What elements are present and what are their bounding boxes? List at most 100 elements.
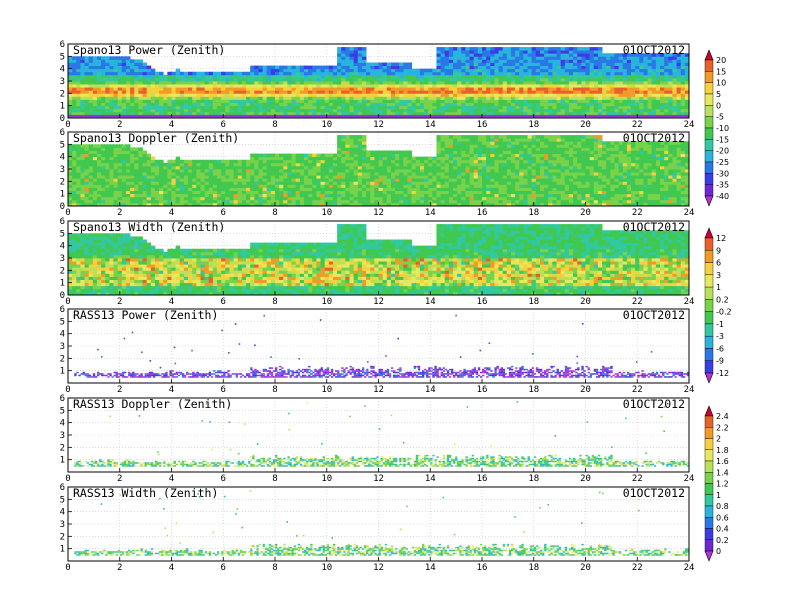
- heatmap-cell: [213, 72, 218, 75]
- heatmap-cell: [341, 200, 346, 203]
- heatmap-cell: [428, 184, 433, 187]
- heatmap-cell: [490, 169, 495, 172]
- heatmap-cell: [528, 56, 533, 59]
- heatmap-cell: [478, 84, 483, 87]
- heatmap-cell: [515, 81, 520, 84]
- heatmap-cell: [126, 166, 131, 169]
- heatmap-cell: [540, 84, 545, 87]
- heatmap-cell: [126, 59, 131, 62]
- heatmap-cell: [598, 53, 603, 56]
- heatmap-cell: [519, 75, 524, 78]
- heatmap-cell: [507, 81, 512, 84]
- heatmap-cell: [370, 63, 375, 66]
- heatmap-cell: [407, 87, 412, 90]
- heatmap-cell: [416, 184, 421, 187]
- y-tick-label: 5: [60, 52, 65, 62]
- heatmap-cell: [383, 172, 388, 175]
- heatmap-cell: [192, 109, 197, 112]
- heatmap-cell: [114, 184, 119, 187]
- heatmap-cell: [238, 103, 243, 106]
- heatmap-cell: [242, 169, 247, 172]
- heatmap-cell: [457, 172, 462, 175]
- heatmap-cell: [85, 194, 90, 197]
- heatmap-cell: [499, 96, 504, 99]
- heatmap-cell: [271, 191, 276, 194]
- heatmap-cell: [271, 81, 276, 84]
- heatmap-cell: [151, 184, 156, 187]
- heatmap-cell: [213, 188, 218, 191]
- heatmap-cell: [93, 112, 98, 115]
- heatmap-cell: [93, 84, 98, 87]
- heatmap-cell: [159, 72, 164, 75]
- heatmap-cell: [304, 160, 309, 163]
- heatmap-cell: [470, 175, 475, 178]
- heatmap-cell: [552, 106, 557, 109]
- heatmap-cell: [457, 53, 462, 56]
- heatmap-cell: [333, 84, 338, 87]
- heatmap-cell: [519, 72, 524, 75]
- heatmap-cell: [627, 69, 632, 72]
- x-tick-label: 22: [632, 120, 643, 130]
- heatmap-cell: [350, 50, 355, 53]
- heatmap-cell: [167, 109, 172, 112]
- heatmap-cell: [656, 90, 661, 93]
- heatmap-cell: [606, 66, 611, 69]
- heatmap-cell: [292, 166, 297, 169]
- heatmap-cell: [354, 147, 359, 150]
- heatmap-cell: [474, 172, 479, 175]
- heatmap-cell: [490, 178, 495, 181]
- heatmap-cell: [656, 93, 661, 96]
- heatmap-cell: [205, 100, 210, 103]
- heatmap-cell: [631, 66, 636, 69]
- heatmap-cell: [366, 151, 371, 154]
- heatmap-cell: [660, 66, 665, 69]
- heatmap-cell: [677, 112, 682, 115]
- heatmap-cell: [445, 200, 450, 203]
- heatmap-cell: [457, 200, 462, 203]
- heatmap-cell: [461, 191, 466, 194]
- heatmap-cell: [296, 75, 301, 78]
- heatmap-cell: [474, 47, 479, 50]
- heatmap-cell: [72, 63, 77, 66]
- heatmap-cell: [453, 194, 458, 197]
- heatmap-cell: [511, 106, 516, 109]
- heatmap-cell: [569, 47, 574, 50]
- heatmap-cell: [441, 100, 446, 103]
- heatmap-cell: [172, 93, 177, 96]
- heatmap-cell: [494, 93, 499, 96]
- heatmap-cell: [283, 81, 288, 84]
- heatmap-cell: [532, 84, 537, 87]
- heatmap-cell: [461, 188, 466, 191]
- heatmap-cell: [333, 194, 338, 197]
- heatmap-cell: [192, 169, 197, 172]
- heatmap-cell: [457, 100, 462, 103]
- heatmap-cell: [623, 103, 628, 106]
- heatmap-cell: [254, 100, 259, 103]
- heatmap-cell: [395, 151, 400, 154]
- heatmap-cell: [143, 84, 148, 87]
- heatmap-cell: [383, 194, 388, 197]
- heatmap-cell: [105, 112, 110, 115]
- heatmap-cell: [532, 87, 537, 90]
- heatmap-cell: [300, 184, 305, 187]
- heatmap-cell: [660, 69, 665, 72]
- heatmap-cell: [383, 96, 388, 99]
- heatmap-cell: [97, 172, 102, 175]
- heatmap-cell: [544, 103, 549, 106]
- heatmap-cell: [76, 163, 81, 166]
- heatmap-cell: [503, 63, 508, 66]
- heatmap-cell: [238, 181, 243, 184]
- heatmap-cell: [292, 197, 297, 200]
- heatmap-cell: [205, 112, 210, 115]
- heatmap-cell: [176, 178, 181, 181]
- heatmap-cell: [474, 178, 479, 181]
- heatmap-cell: [453, 72, 458, 75]
- heatmap-cell: [474, 188, 479, 191]
- heatmap-cell: [420, 197, 425, 200]
- heatmap-cell: [221, 178, 226, 181]
- heatmap-cell: [403, 96, 408, 99]
- heatmap-cell: [420, 112, 425, 115]
- heatmap-cell: [499, 72, 504, 75]
- heatmap-cell: [229, 191, 234, 194]
- heatmap-cell: [159, 112, 164, 115]
